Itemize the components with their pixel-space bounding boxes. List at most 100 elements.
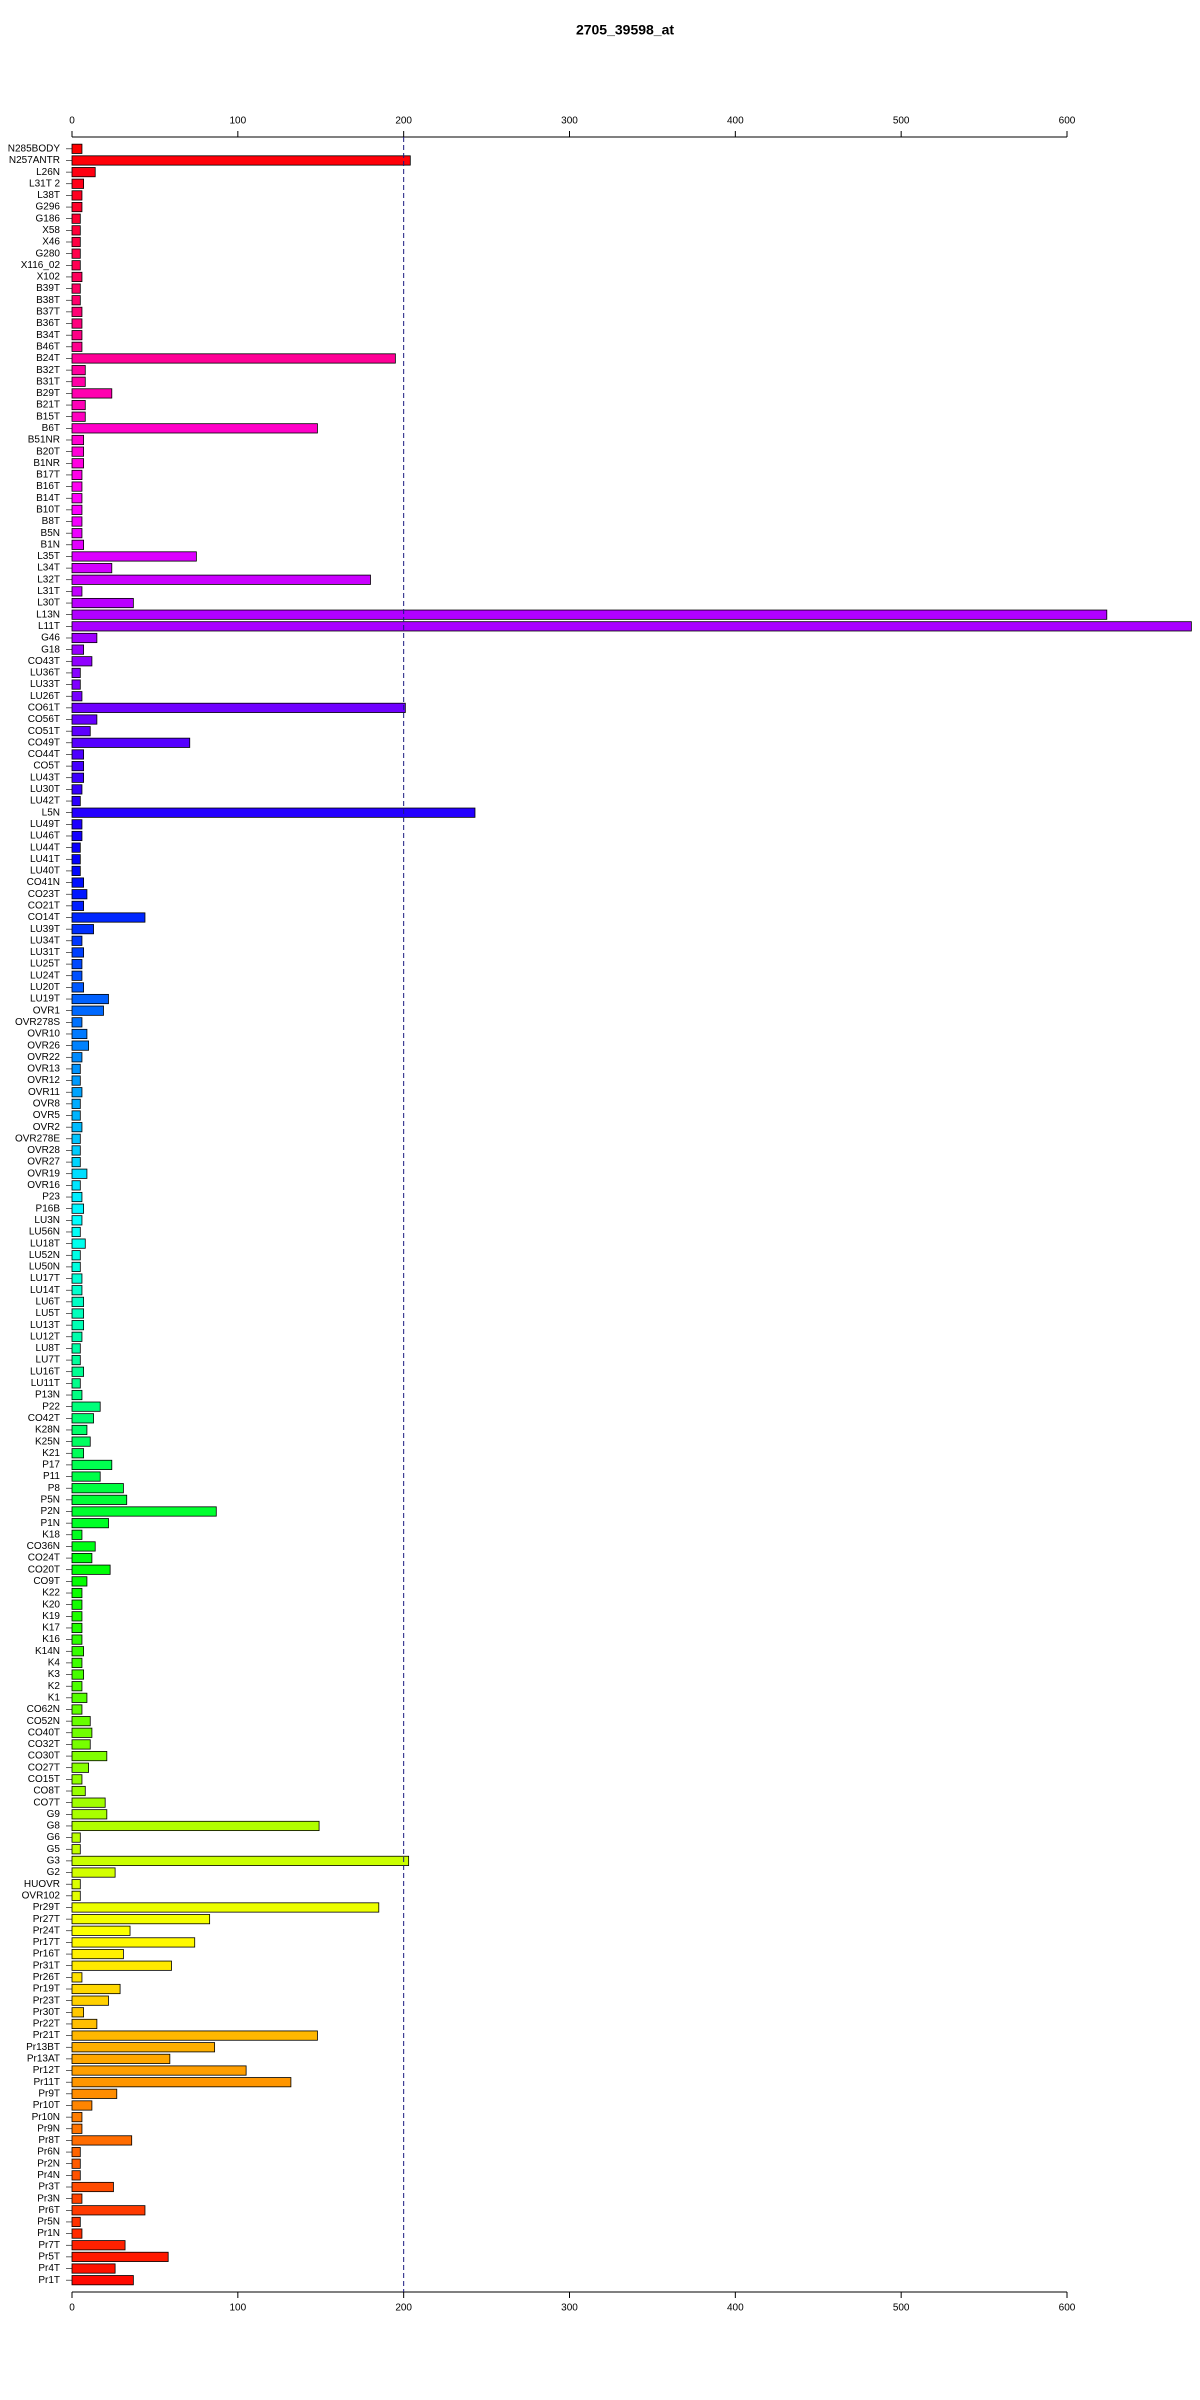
bar <box>71 248 81 259</box>
bar <box>71 1436 91 1447</box>
bar <box>71 178 85 189</box>
y-tick-label: OVR27 <box>27 1157 60 1168</box>
y-tick-label: Pr31T <box>33 1960 60 1971</box>
y-tick-label: L5N <box>42 807 60 818</box>
bar <box>71 970 83 981</box>
bar <box>71 539 85 550</box>
bar <box>71 726 91 737</box>
y-tick-label: Pr13BT <box>26 2042 60 2053</box>
bar <box>71 2077 292 2088</box>
y-tick-label: CO14T <box>28 912 60 923</box>
bar <box>71 1331 83 1342</box>
y-tick-label: LU31T <box>30 947 60 958</box>
y-tick-label: Pr17T <box>33 1937 60 1948</box>
x-tick-label: 600 <box>1059 2303 1076 2314</box>
bar <box>71 446 85 457</box>
bar <box>71 528 83 539</box>
x-tick-label: 300 <box>561 2303 578 2314</box>
bar <box>71 1890 81 1901</box>
y-tick-label: X58 <box>42 225 60 236</box>
y-tick-label: CO62N <box>27 1704 60 1715</box>
y-tick-label: B14T <box>36 493 60 504</box>
bar <box>71 1587 83 1599</box>
y-tick-label: Pr10T <box>33 2100 60 2111</box>
bar <box>71 353 396 364</box>
y-tick-label: Pr26T <box>33 1972 60 1983</box>
bar <box>71 1017 83 1028</box>
bar <box>71 143 83 154</box>
bar <box>71 2088 118 2099</box>
bar <box>71 667 81 678</box>
y-tick-label: G6 <box>47 1832 61 1843</box>
y-tick-label: B36T <box>36 318 60 329</box>
bar <box>71 2205 146 2216</box>
y-tick-label: B20T <box>36 446 60 457</box>
bar <box>71 1355 81 1366</box>
bar <box>71 1401 101 1412</box>
y-tick-label: B38T <box>36 295 60 306</box>
y-tick-label: B31T <box>36 376 60 387</box>
bar <box>71 1366 85 1377</box>
y-tick-label: X102 <box>37 272 61 283</box>
y-tick-label: Pr3N <box>37 2193 60 2204</box>
bar <box>71 1914 211 1925</box>
y-tick-label: P16B <box>36 1203 61 1214</box>
y-tick-label: CO41N <box>27 877 60 888</box>
bar <box>71 1727 93 1738</box>
bar <box>71 2158 81 2169</box>
y-tick-label: Pr4T <box>38 2263 60 2274</box>
chart-title: 2705_39598_at <box>576 22 674 38</box>
bar <box>71 1634 83 1645</box>
bar <box>71 365 86 376</box>
y-tick-label: CO43T <box>28 656 60 667</box>
bar <box>71 761 85 772</box>
bar <box>71 1308 85 1319</box>
y-tick-label: Pr2N <box>37 2158 60 2169</box>
bar <box>71 1168 88 1179</box>
y-tick-label: CO40T <box>28 1727 60 1738</box>
bar <box>71 1657 83 1668</box>
y-tick-label: LU26T <box>30 691 60 702</box>
y-tick-label: LU36T <box>30 668 60 679</box>
y-tick-label: LU30T <box>30 784 60 795</box>
y-tick-label: Pr24T <box>33 1925 60 1936</box>
y-tick-label: P17 <box>42 1460 60 1471</box>
bar <box>71 1739 91 1750</box>
y-tick-label: OVR26 <box>27 1040 60 1051</box>
bar <box>71 1413 94 1424</box>
bar <box>71 1459 113 1470</box>
y-tick-label: Pr9T <box>38 2088 60 2099</box>
x-tick-label: 400 <box>727 116 744 127</box>
bar <box>71 1506 217 1517</box>
bar <box>71 574 371 585</box>
bar <box>71 1867 116 1878</box>
bar <box>71 2193 83 2204</box>
bar <box>71 2100 93 2111</box>
bar <box>71 1296 85 1307</box>
y-tick-label: OVR13 <box>27 1064 60 1075</box>
bar <box>71 1424 88 1436</box>
bar <box>71 167 96 178</box>
y-tick-label: LU24T <box>30 970 60 981</box>
bar <box>71 2007 85 2018</box>
bar <box>71 1797 106 1808</box>
y-tick-label: LU43T <box>30 772 60 783</box>
y-tick-label: Pr3T <box>38 2182 60 2193</box>
y-tick-label: K2 <box>48 1681 61 1692</box>
x-tick-label: 500 <box>893 2303 910 2314</box>
bar <box>71 2030 318 2041</box>
y-tick-label: CO42T <box>28 1413 60 1424</box>
bar <box>71 458 85 469</box>
y-tick-label: Pr5N <box>37 2217 60 2228</box>
bar <box>71 1820 320 1832</box>
y-tick-label: LU11T <box>31 1378 60 1389</box>
y-tick-label: CO30T <box>28 1751 60 1762</box>
bar <box>71 1844 81 1855</box>
y-tick-label: CO32T <box>28 1739 60 1750</box>
bar <box>71 830 83 842</box>
bar <box>71 2216 81 2228</box>
y-tick-label: LU7T <box>36 1355 60 1366</box>
y-tick-label: OVR16 <box>27 1180 60 1191</box>
bar <box>71 621 1192 632</box>
bar <box>71 1028 88 1040</box>
